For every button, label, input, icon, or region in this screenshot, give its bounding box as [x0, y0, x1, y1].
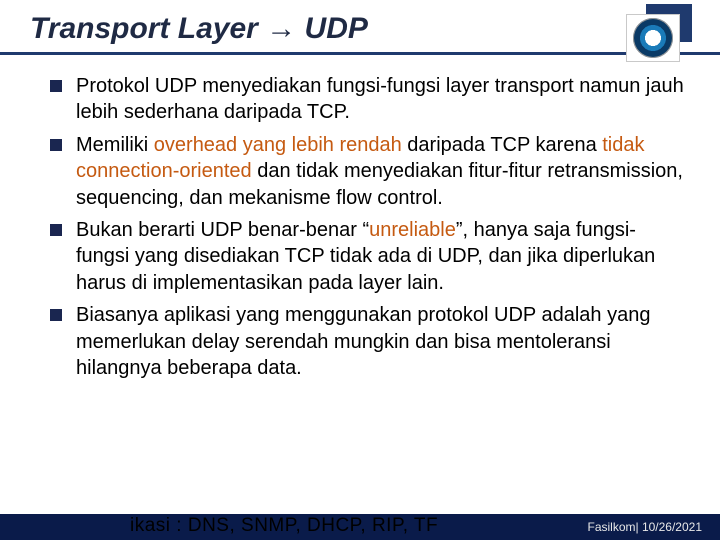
plain-text: Memiliki [76, 134, 154, 156]
bullet-item: Biasanya aplikasi yang menggunakan proto… [50, 302, 686, 381]
footer-bar: ikasi : DNS, SNMP, DHCP, RIP, TF Fasilko… [0, 514, 720, 540]
bullet-text: Biasanya aplikasi yang menggunakan proto… [76, 302, 686, 381]
title-bar: Transport Layer → UDP [0, 0, 720, 55]
bullet-square-icon [50, 139, 62, 151]
bullet-square-icon [50, 80, 62, 92]
plain-text: Protokol UDP menyediakan fungsi-fungsi l… [76, 75, 684, 123]
bullet-item: Memiliki overhead yang lebih rendah dari… [50, 132, 686, 211]
footer-right-text: Fasilkom| 10/26/2021 [587, 520, 702, 534]
bullet-item: Bukan berarti UDP benar-benar “unreliabl… [50, 217, 686, 296]
plain-text: daripada TCP karena [402, 134, 603, 156]
bullet-text: Protokol UDP menyediakan fungsi-fungsi l… [76, 73, 686, 126]
logo-front-card [626, 14, 680, 62]
slide-title: Transport Layer → UDP [30, 12, 690, 46]
footer-overflow-text: ikasi : DNS, SNMP, DHCP, RIP, TF [130, 515, 438, 537]
bullet-square-icon [50, 224, 62, 236]
highlight-text: unreliable [369, 219, 456, 241]
bullet-text: Bukan berarti UDP benar-benar “unreliabl… [76, 217, 686, 296]
logo-container [626, 4, 692, 62]
bullet-square-icon [50, 309, 62, 321]
plain-text: Biasanya aplikasi yang menggunakan proto… [76, 304, 650, 379]
bullet-text: Memiliki overhead yang lebih rendah dari… [76, 132, 686, 211]
slide-body: Protokol UDP menyediakan fungsi-fungsi l… [0, 63, 720, 381]
highlight-text: overhead yang lebih rendah [154, 134, 402, 156]
bullet-item: Protokol UDP menyediakan fungsi-fungsi l… [50, 73, 686, 126]
university-seal-icon [633, 18, 673, 58]
plain-text: Bukan berarti UDP benar-benar “ [76, 219, 369, 241]
